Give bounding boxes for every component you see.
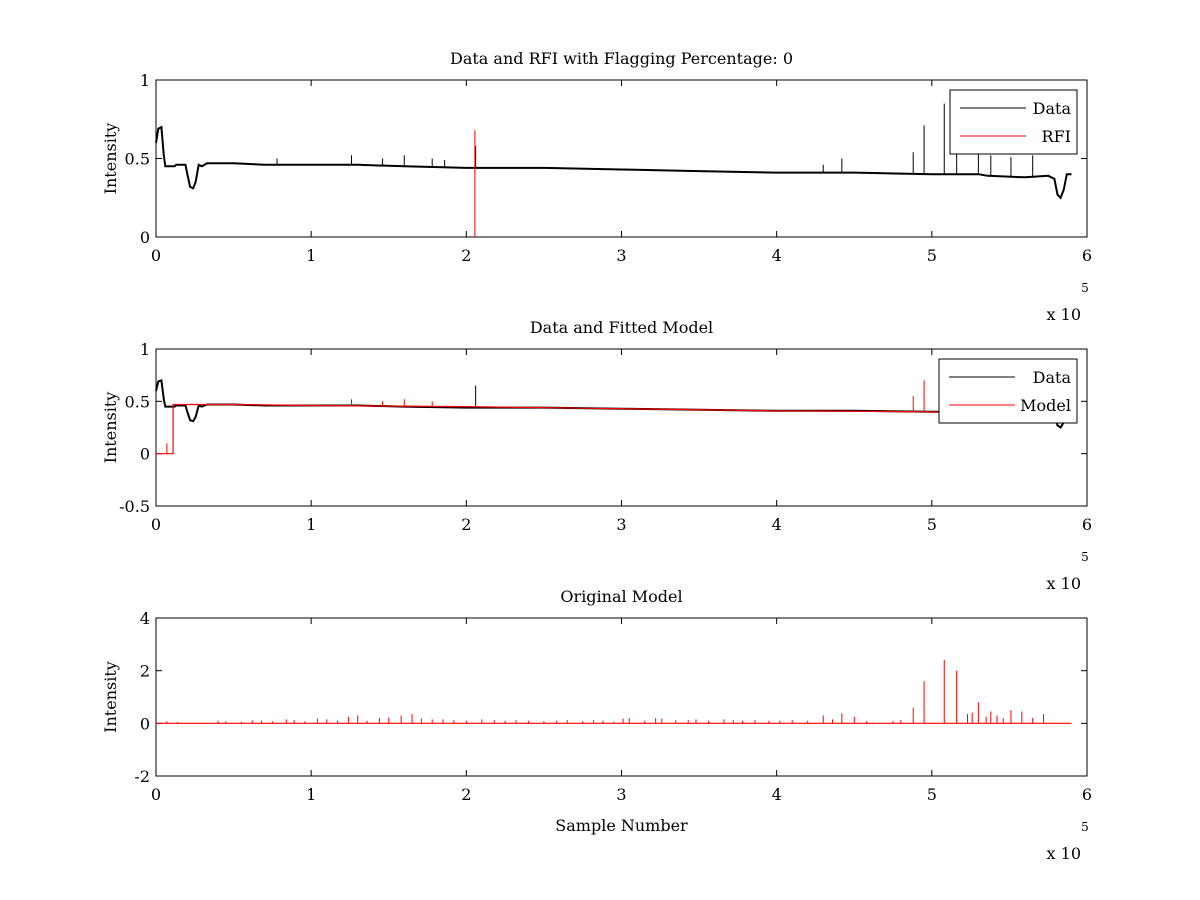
series-line bbox=[155, 125, 1072, 200]
x-tick-label: 6 bbox=[1082, 515, 1092, 534]
x-tick-label: 5 bbox=[927, 246, 937, 265]
y-tick-label: 4 bbox=[140, 609, 150, 628]
y-tick-label: 1 bbox=[140, 71, 150, 90]
x-multiplier-base: x 10 bbox=[1047, 305, 1081, 324]
x-tick-label: 0 bbox=[151, 246, 161, 265]
x-tick-label: 5 bbox=[927, 515, 937, 534]
x-tick-label: 3 bbox=[616, 515, 626, 534]
legend-box bbox=[949, 89, 1078, 155]
axes-box bbox=[155, 79, 1088, 238]
y-tick-label: 0.5 bbox=[125, 392, 150, 411]
legend-box bbox=[938, 358, 1078, 424]
x-tick-label: 4 bbox=[772, 515, 782, 534]
legend-label: Model bbox=[1020, 396, 1071, 415]
y-tick-label: -2 bbox=[134, 767, 150, 786]
axes-box bbox=[155, 348, 1088, 507]
y-axis-label: Intensity bbox=[101, 123, 120, 195]
y-axis-label: Intensity bbox=[101, 392, 120, 464]
legend: Data Model bbox=[938, 358, 1078, 424]
x-tick-label: 5 bbox=[927, 785, 937, 804]
y-axis-label: Intensity bbox=[101, 661, 120, 733]
series-line bbox=[156, 403, 979, 455]
x-tick-label: 1 bbox=[306, 785, 316, 804]
y-tick-label: 2 bbox=[140, 662, 150, 681]
subplot-1: Data and RFI with Flagging Percentage: 0… bbox=[101, 49, 1092, 324]
x-tick-label: 2 bbox=[461, 515, 471, 534]
x-multiplier-exponent: 5 bbox=[1081, 281, 1089, 295]
x-tick-label: 4 bbox=[772, 785, 782, 804]
y-tick-label: 1 bbox=[140, 340, 150, 359]
series-model bbox=[156, 380, 979, 455]
y-tick-label: 0 bbox=[140, 445, 150, 464]
x-multiplier-exponent: 5 bbox=[1081, 550, 1089, 564]
chart-title: Data and Fitted Model bbox=[530, 318, 713, 337]
legend-label: RFI bbox=[1042, 127, 1071, 146]
y-tick-label: -0.5 bbox=[119, 497, 150, 516]
x-tick-label: 0 bbox=[151, 785, 161, 804]
axes-box bbox=[155, 617, 1088, 777]
x-tick-label: 4 bbox=[772, 246, 782, 265]
x-tick-label: 1 bbox=[306, 515, 316, 534]
x-tick-label: 1 bbox=[306, 246, 316, 265]
chart-title: Original Model bbox=[560, 587, 682, 606]
chart-title: Data and RFI with Flagging Percentage: 0 bbox=[450, 49, 793, 68]
x-tick-label: 6 bbox=[1082, 246, 1092, 265]
subplot-2: Data and Fitted Model Intensity 0 1 2 3 4 5 6 -0.… bbox=[101, 318, 1092, 593]
legend-label: Data bbox=[1033, 368, 1072, 387]
x-tick-label: 2 bbox=[461, 246, 471, 265]
legend: Data RFI bbox=[949, 89, 1078, 155]
x-tick-label: 3 bbox=[616, 785, 626, 804]
y-tick-label: 0 bbox=[140, 228, 150, 247]
x-axis-label: Sample Number bbox=[555, 816, 688, 835]
x-multiplier-exponent: 5 bbox=[1081, 820, 1089, 834]
y-tick-label: 0 bbox=[140, 714, 150, 733]
y-tick-label: 0.5 bbox=[125, 150, 150, 169]
x-multiplier-base: x 10 bbox=[1047, 574, 1081, 593]
series-model bbox=[156, 660, 1072, 724]
x-tick-label: 6 bbox=[1082, 785, 1092, 804]
legend-label: Data bbox=[1033, 99, 1072, 118]
x-tick-label: 0 bbox=[151, 515, 161, 534]
x-tick-label: 3 bbox=[616, 246, 626, 265]
x-tick-label: 2 bbox=[461, 785, 471, 804]
x-multiplier-base: x 10 bbox=[1047, 844, 1081, 863]
